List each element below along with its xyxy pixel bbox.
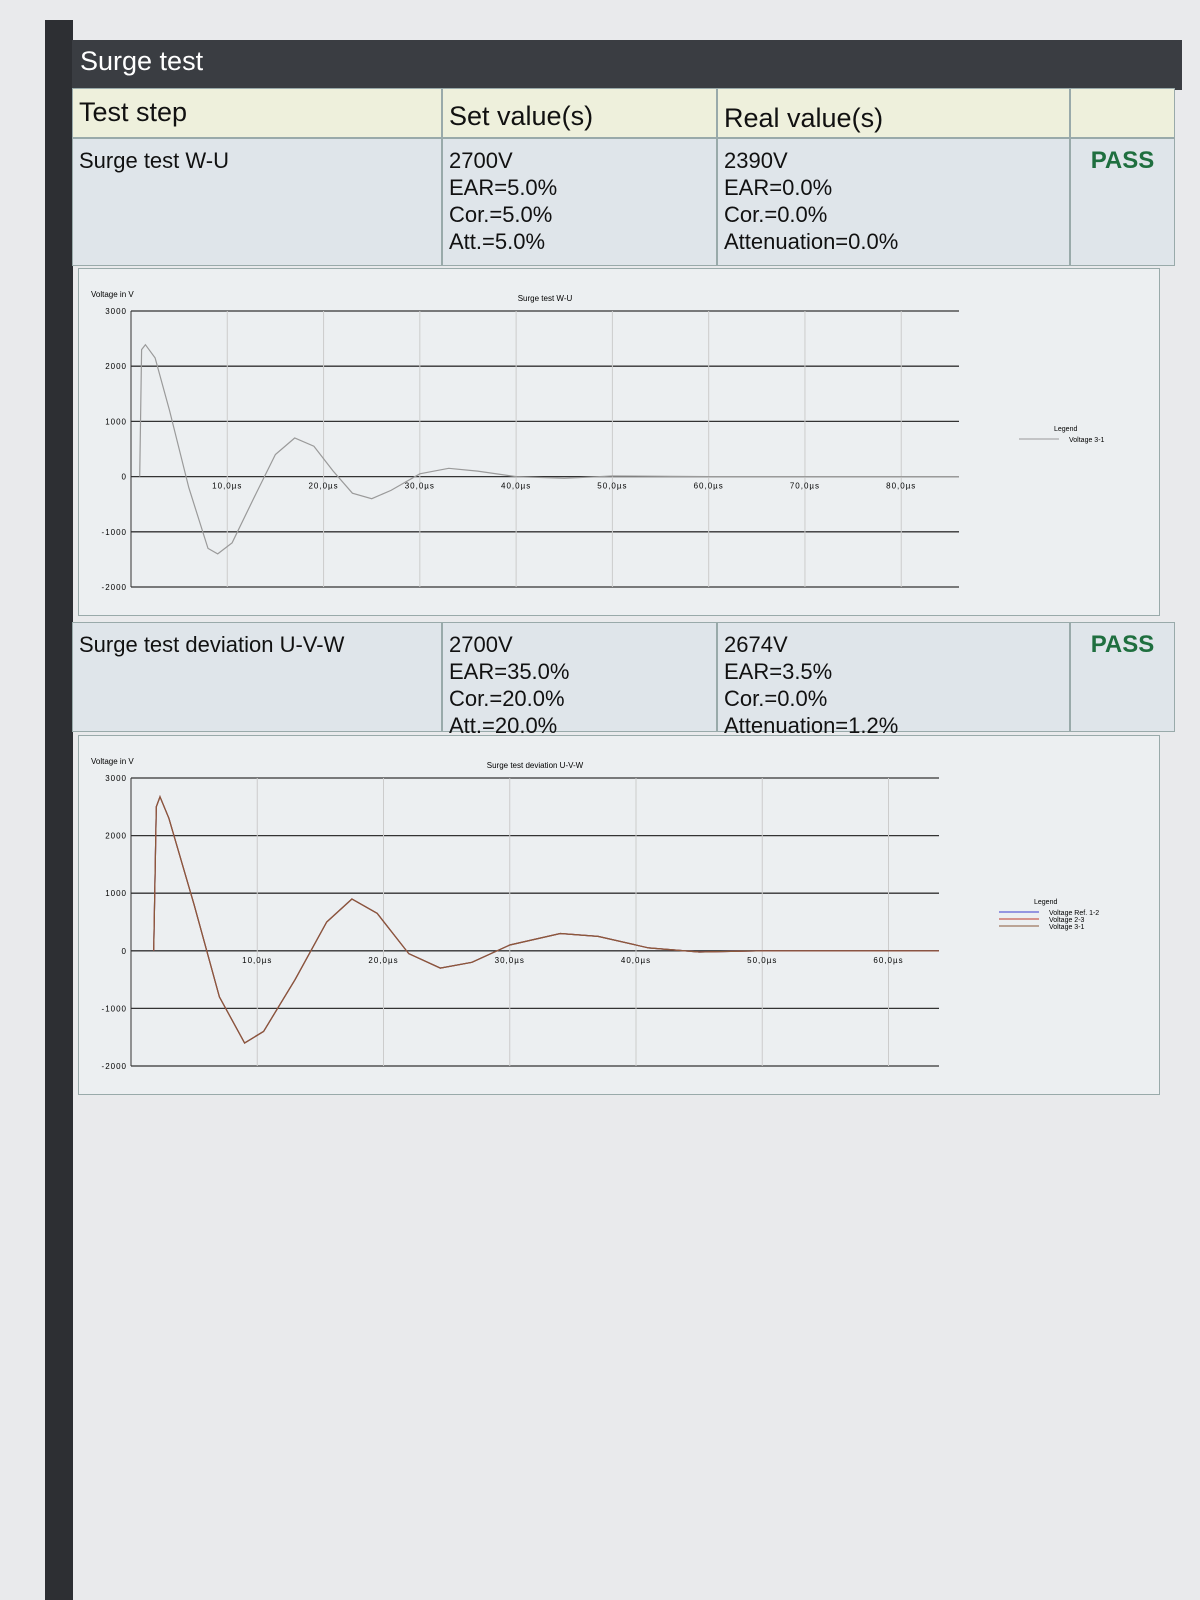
real-value: Attenuation=0.0%: [724, 229, 899, 254]
set-value: Cor.=5.0%: [449, 202, 553, 227]
y-tick-label: 0: [122, 473, 127, 482]
x-tick-label: 60,0µs: [694, 482, 724, 491]
column-header: Real value(s): [717, 88, 1070, 138]
section-title: Surge test: [72, 40, 1182, 90]
x-tick-label: 30,0µs: [405, 482, 435, 491]
result: PASS: [1070, 138, 1175, 266]
x-tick-label: 10,0µs: [242, 956, 272, 965]
real-values: 2390V EAR=0.0% Cor.=0.0% Attenuation=0.0%: [717, 138, 1070, 266]
column-header: Set value(s): [442, 88, 717, 138]
legend-title: Legend: [1054, 426, 1077, 433]
set-value: Att.=5.0%: [449, 229, 546, 254]
legend-label: Voltage Ref. 1-2: [1049, 910, 1099, 917]
chart-title: Surge test deviation U-V-W: [487, 761, 584, 770]
chart-title: Surge test W-U: [518, 294, 573, 303]
real-value: 2674V: [724, 632, 788, 657]
set-value: 2700V: [449, 148, 513, 173]
set-values: 2700V EAR=35.0% Cor.=20.0% Att.=20.0%: [442, 622, 717, 738]
column-header: [1070, 88, 1175, 138]
series-line: [139, 343, 959, 555]
y-tick-label: 2000: [105, 832, 127, 841]
x-tick-label: 20,0µs: [368, 956, 398, 965]
x-tick-label: 20,0µs: [308, 482, 338, 491]
legend-title: Legend: [1034, 899, 1057, 906]
real-value: Attenuation=1.2%: [724, 713, 899, 738]
set-value: EAR=35.0%: [449, 659, 570, 684]
x-tick-label: 30,0µs: [495, 956, 525, 965]
y-tick-label: 3000: [105, 774, 127, 783]
real-value: Cor.=0.0%: [724, 202, 828, 227]
x-tick-label: 70,0µs: [790, 482, 820, 491]
binder-edge: [45, 20, 73, 1600]
legend-label: Voltage 3-1: [1069, 437, 1105, 444]
step-name: Surge test deviation U-V-W: [72, 622, 442, 732]
set-value: EAR=5.0%: [449, 175, 558, 200]
x-tick-label: 10,0µs: [212, 482, 242, 491]
set-value: Att.=20.0%: [449, 713, 558, 738]
set-value: Cor.=20.0%: [449, 686, 565, 711]
chart: Surge test deviation U-V-W Voltage in V 30…: [91, 757, 1099, 1071]
real-value: Cor.=0.0%: [724, 686, 828, 711]
set-values: 2700V EAR=5.0% Cor.=5.0% Att.=5.0%: [442, 138, 717, 266]
x-tick-label: 50,0µs: [747, 956, 777, 965]
series-line: [153, 795, 939, 1044]
y-tick-label: 1000: [105, 417, 127, 426]
y-tick-label: -2000: [102, 583, 127, 592]
series-line: [153, 795, 939, 1044]
chart-panel: Surge test W-U Voltage in V 3000 2000 1000 0 -…: [78, 268, 1160, 616]
y-tick-label: -2000: [102, 1062, 127, 1071]
y-tick-label: 2000: [105, 362, 127, 371]
y-tick-label: 0: [122, 947, 127, 956]
x-tick-label: 40,0µs: [621, 956, 651, 965]
chart: Surge test W-U Voltage in V 3000 2000 1000 0 -…: [91, 290, 1105, 592]
real-value: EAR=3.5%: [724, 659, 833, 684]
real-value: EAR=0.0%: [724, 175, 833, 200]
y-axis-label: Voltage in V: [91, 290, 134, 299]
legend-label: Voltage 2-3: [1049, 917, 1085, 924]
y-tick-label: 1000: [105, 889, 127, 898]
x-tick-label: 80,0µs: [886, 482, 916, 491]
y-tick-label: -1000: [102, 528, 127, 537]
x-tick-label: 40,0µs: [501, 482, 531, 491]
real-value: 2390V: [724, 148, 788, 173]
x-tick-label: 60,0µs: [873, 956, 903, 965]
legend-label: Voltage 3-1: [1049, 924, 1085, 931]
real-values: 2674V EAR=3.5% Cor.=0.0% Attenuation=1.2%: [717, 622, 1070, 738]
y-tick-label: 3000: [105, 307, 127, 316]
x-tick-label: 50,0µs: [597, 482, 627, 491]
chart-panel: Surge test deviation U-V-W Voltage in V 30…: [78, 735, 1160, 1095]
y-axis-label: Voltage in V: [91, 757, 134, 766]
series-line: [153, 795, 939, 1044]
set-value: 2700V: [449, 632, 513, 657]
result: PASS: [1070, 622, 1175, 732]
column-header: Test step: [72, 88, 442, 138]
y-tick-label: -1000: [102, 1004, 127, 1013]
step-name: Surge test W-U: [72, 138, 442, 266]
